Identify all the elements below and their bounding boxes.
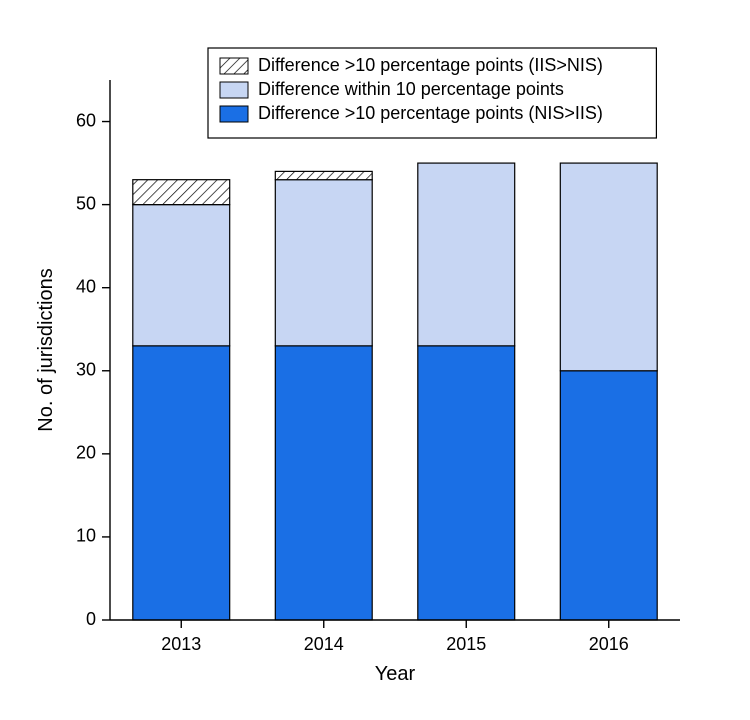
legend: Difference >10 percentage points (IIS>NI… [208, 48, 656, 138]
y-tick-label: 30 [76, 360, 96, 380]
bar-segment [560, 371, 657, 620]
legend-label: Difference >10 percentage points (IIS>NI… [258, 55, 603, 75]
bar-segment [275, 180, 372, 346]
bar-segment [275, 346, 372, 620]
bar-segment [133, 205, 230, 346]
legend-swatch [220, 106, 248, 122]
x-tick-label: 2015 [446, 634, 486, 654]
bar-segment [560, 163, 657, 371]
y-tick-label: 50 [76, 193, 96, 213]
legend-label: Difference >10 percentage points (NIS>II… [258, 103, 603, 123]
bar-segment [133, 346, 230, 620]
y-tick-label: 0 [86, 609, 96, 629]
x-tick-label: 2014 [304, 634, 344, 654]
y-tick-label: 40 [76, 276, 96, 296]
legend-swatch [220, 82, 248, 98]
bars [133, 163, 657, 620]
bar-segment [418, 163, 515, 346]
y-tick-label: 60 [76, 110, 96, 130]
x-tick-label: 2016 [589, 634, 629, 654]
legend-label: Difference within 10 percentage points [258, 79, 564, 99]
x-axis-label: Year [375, 663, 416, 685]
y-tick-label: 10 [76, 526, 96, 546]
stacked-bar-chart: 0 10 20 30 40 50 60 2013 2014 2015 2016 No. of juri… [20, 20, 730, 700]
bar-segment [275, 171, 372, 179]
bar-segment [418, 346, 515, 620]
y-axis-label: No. of jurisdictions [35, 268, 57, 431]
legend-swatch [220, 58, 248, 74]
bar-segment [133, 180, 230, 205]
x-tick-label: 2013 [161, 634, 201, 654]
chart-container: 0 10 20 30 40 50 60 2013 2014 2015 2016 No. of juri… [20, 20, 730, 700]
y-tick-label: 20 [76, 443, 96, 463]
